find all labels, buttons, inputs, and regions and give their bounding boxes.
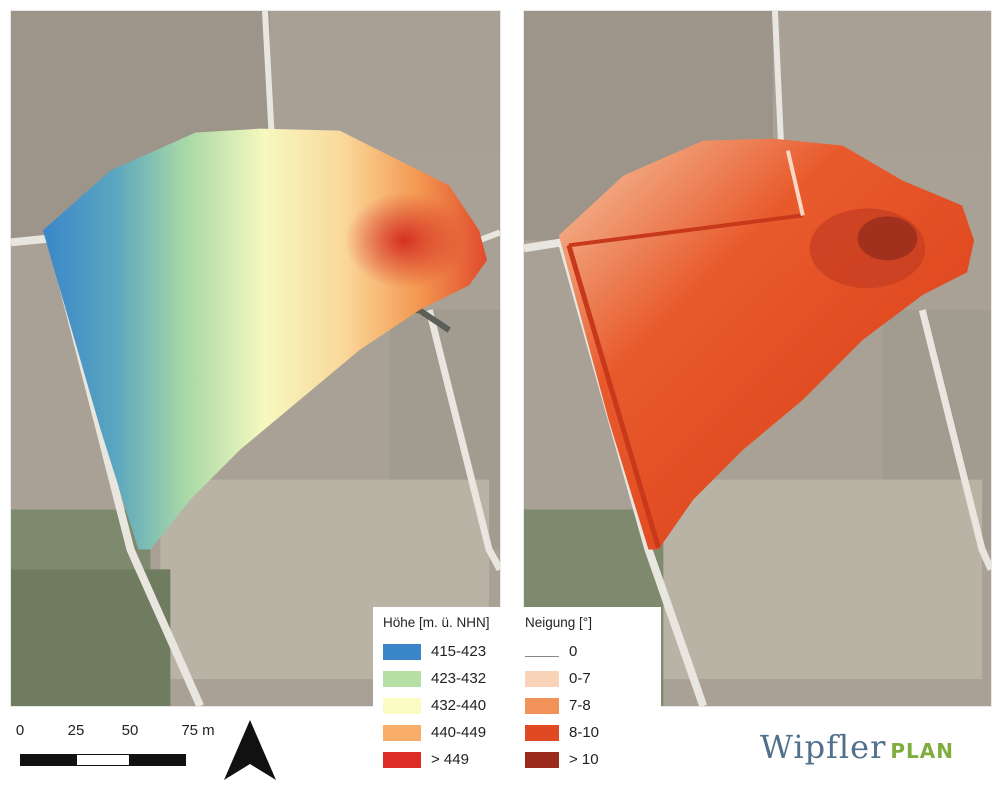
slope-legend-label: > 10 [569, 751, 599, 768]
height-legend-label: 440-449 [431, 724, 487, 741]
slope-swatch [525, 656, 559, 657]
slope-legend-item: 8-10 [525, 719, 599, 746]
logo-main-text: Wipfler [760, 728, 887, 766]
height-swatch [383, 670, 421, 687]
height-legend: Höhe [m. ü. NHN] 415-423 423-432 432-440… [383, 615, 490, 773]
scale-label: 50 [121, 722, 139, 739]
scale-bar: 0 25 50 75 m [12, 722, 222, 782]
slope-legend-item: 0 [525, 638, 599, 665]
slope-map [523, 10, 992, 707]
scale-segment [130, 754, 186, 766]
slope-swatch [525, 697, 559, 714]
north-arrow-icon [222, 718, 278, 782]
height-map-image [11, 11, 500, 706]
slope-legend-item: 0-7 [525, 665, 599, 692]
height-legend-item: 440-449 [383, 719, 490, 746]
logo-sub-text: PLAN [890, 739, 954, 763]
map-legend: Höhe [m. ü. NHN] 415-423 423-432 432-440… [373, 607, 661, 809]
scale-label: 25 [67, 722, 85, 739]
scale-label: 75 m [181, 722, 215, 739]
height-legend-label: 432-440 [431, 697, 487, 714]
height-swatch [383, 724, 421, 741]
slope-map-image [524, 11, 991, 706]
slope-legend: Neigung [°] 0 0-7 7-8 8-10 > 10 [525, 615, 599, 773]
slope-legend-label: 7-8 [569, 697, 591, 714]
height-map [10, 10, 501, 707]
height-swatch [383, 751, 421, 768]
height-legend-label: 415-423 [431, 643, 487, 660]
slope-legend-item: > 10 [525, 746, 599, 773]
slope-legend-label: 0-7 [569, 670, 591, 687]
slope-swatch [525, 751, 559, 768]
height-swatch [383, 697, 421, 714]
height-legend-item: 432-440 [383, 692, 490, 719]
height-legend-item: > 449 [383, 746, 490, 773]
height-legend-label: > 449 [431, 751, 469, 768]
scale-segment [20, 754, 76, 766]
slope-swatch [525, 724, 559, 741]
slope-legend-item: 7-8 [525, 692, 599, 719]
height-legend-label: 423-432 [431, 670, 487, 687]
slope-swatch [525, 670, 559, 687]
slope-legend-label: 0 [569, 643, 578, 660]
wipfler-plan-logo: Wipfler PLAN [760, 728, 954, 766]
height-legend-item: 423-432 [383, 665, 490, 692]
slope-legend-title: Neigung [°] [525, 615, 592, 630]
height-swatch [383, 643, 421, 660]
scale-label: 0 [15, 722, 25, 739]
slope-legend-label: 8-10 [569, 724, 600, 741]
scale-segment [76, 754, 130, 766]
height-legend-title: Höhe [m. ü. NHN] [383, 615, 490, 630]
height-legend-item: 415-423 [383, 638, 490, 665]
